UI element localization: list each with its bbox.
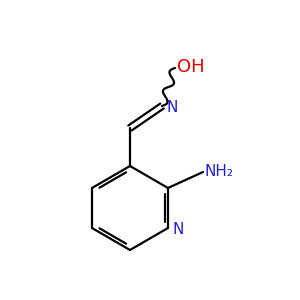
Text: N: N <box>166 100 177 115</box>
Text: NH₂: NH₂ <box>205 164 234 179</box>
Text: OH: OH <box>177 58 205 76</box>
Text: N: N <box>172 221 183 236</box>
